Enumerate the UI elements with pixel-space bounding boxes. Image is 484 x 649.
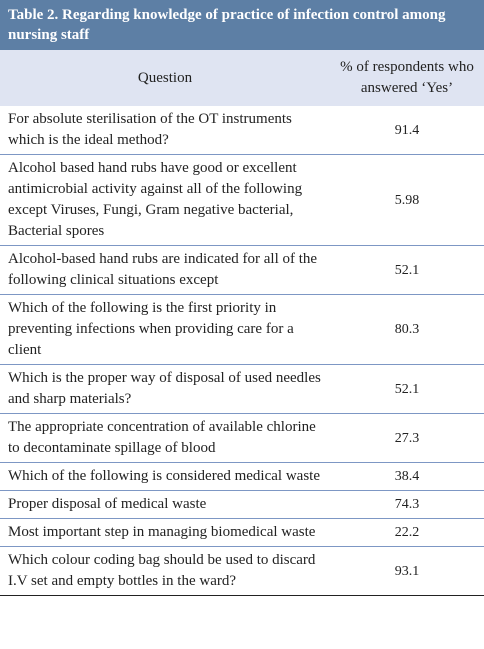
percent-cell: 22.2 xyxy=(330,518,484,547)
question-cell: Which colour coding bag should be used t… xyxy=(0,546,330,596)
percent-cell: 74.3 xyxy=(330,490,484,519)
percent-cell: 91.4 xyxy=(330,106,484,155)
table-row: Which of the following is considered med… xyxy=(0,462,484,491)
table-row: Alcohol based hand rubs have good or exc… xyxy=(0,154,484,246)
data-table: Question % of respondents who answered ‘… xyxy=(0,50,484,596)
table-figure: Table 2. Regarding knowledge of practice… xyxy=(0,0,484,596)
percent-cell: 80.3 xyxy=(330,294,484,365)
percent-cell: 52.1 xyxy=(330,364,484,414)
question-cell: Which of the following is considered med… xyxy=(0,462,330,491)
table-row: Which of the following is the first prio… xyxy=(0,294,484,365)
percent-cell: 93.1 xyxy=(330,546,484,596)
percent-cell: 52.1 xyxy=(330,245,484,295)
percent-cell: 27.3 xyxy=(330,413,484,463)
question-cell: The appropriate concentration of availab… xyxy=(0,413,330,463)
question-cell: Alcohol based hand rubs have good or exc… xyxy=(0,154,330,246)
column-header: Question xyxy=(0,50,330,106)
question-cell: Which of the following is the first prio… xyxy=(0,294,330,365)
table-row: Most important step in managing biomedic… xyxy=(0,518,484,547)
table-title: Table 2. Regarding knowledge of practice… xyxy=(0,0,484,50)
question-cell: For absolute sterilisation of the OT ins… xyxy=(0,106,330,155)
table-row: The appropriate concentration of availab… xyxy=(0,413,484,463)
percent-cell: 5.98 xyxy=(330,154,484,246)
table-row: Which is the proper way of disposal of u… xyxy=(0,364,484,414)
percent-cell: 38.4 xyxy=(330,462,484,491)
table-row: Alcohol-based hand rubs are indicated fo… xyxy=(0,245,484,295)
header-row: Question % of respondents who answered ‘… xyxy=(0,50,484,106)
question-cell: Alcohol-based hand rubs are indicated fo… xyxy=(0,245,330,295)
table-row: For absolute sterilisation of the OT ins… xyxy=(0,106,484,155)
table-row: Which colour coding bag should be used t… xyxy=(0,546,484,596)
table-row: Proper disposal of medical waste 74.3 xyxy=(0,490,484,519)
question-cell: Which is the proper way of disposal of u… xyxy=(0,364,330,414)
question-cell: Proper disposal of medical waste xyxy=(0,490,330,519)
question-cell: Most important step in managing biomedic… xyxy=(0,518,330,547)
column-header: % of respondents who answered ‘Yes’ xyxy=(330,50,484,106)
